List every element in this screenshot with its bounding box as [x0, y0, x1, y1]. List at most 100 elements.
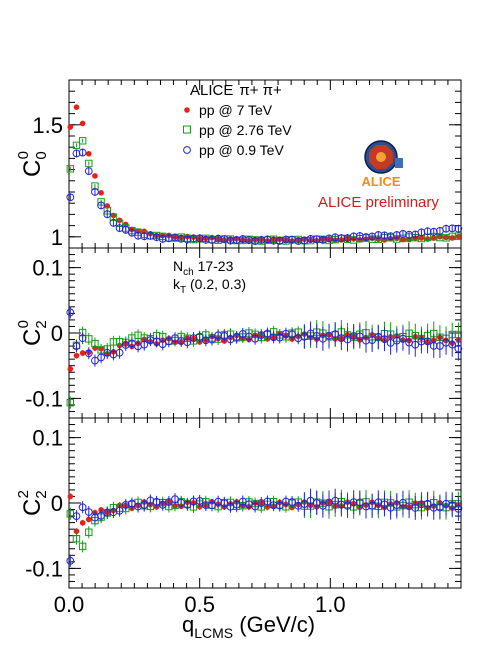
marker-pp7	[73, 352, 80, 359]
marker-pp09	[128, 228, 136, 237]
marker-pp09	[195, 332, 204, 341]
marker-pp09	[436, 503, 444, 512]
marker-pp7	[79, 520, 86, 526]
marker-pp09	[72, 512, 81, 521]
marker-pp09	[331, 330, 340, 338]
kt-annotation: kT (0.2, 0.3)	[173, 276, 246, 296]
marker-pp09	[97, 353, 106, 362]
series-pp09	[66, 488, 463, 567]
legend-marker-pp7	[184, 107, 190, 113]
marker-pp09	[399, 498, 407, 507]
marker-pp09	[158, 234, 167, 243]
marker-pp09	[251, 502, 260, 511]
marker-pp09	[78, 334, 87, 343]
marker-pp09	[91, 187, 99, 196]
marker-pp09	[263, 497, 272, 506]
y-tick-label: 0.1	[32, 426, 63, 451]
marker-pp09	[325, 234, 333, 243]
marker-pp09	[405, 230, 414, 239]
marker-pp09	[140, 232, 149, 241]
marker-pp09	[368, 336, 377, 344]
marker-pp09	[257, 235, 266, 244]
marker-pp09	[201, 501, 210, 510]
y-tick-label: 0.1	[32, 256, 63, 281]
marker-pp09	[195, 496, 204, 505]
marker-pp09	[282, 497, 290, 506]
marker-pp09	[288, 330, 296, 339]
marker-pp09	[158, 500, 167, 509]
marker-pp09	[355, 232, 364, 240]
marker-pp09	[417, 228, 426, 237]
marker-pp276	[66, 165, 75, 173]
y-axis-title: C20	[15, 320, 50, 346]
marker-pp09	[288, 498, 296, 506]
marker-pp09	[380, 231, 389, 240]
marker-pp7	[92, 173, 98, 179]
marker-pp09	[66, 193, 75, 202]
marker-pp09	[269, 501, 278, 510]
marker-pp09	[343, 501, 352, 510]
marker-pp09	[337, 234, 346, 243]
marker-pp09	[355, 498, 364, 507]
marker-pp09	[448, 501, 457, 510]
marker-pp7	[98, 190, 104, 196]
legend-label-pp09: pp @ 0.9 TeV	[199, 142, 284, 158]
marker-pp276	[85, 159, 93, 168]
marker-pp09	[164, 498, 173, 506]
marker-pp09	[214, 331, 223, 340]
marker-pp09	[423, 499, 432, 508]
marker-pp09	[128, 339, 136, 348]
marker-pp09	[121, 225, 130, 234]
panels-layer: 1 1.5 C00 -0.1 0 0.1 C20 -0.1 0 0.1 C22 0.0 0.5 1.0	[15, 79, 463, 617]
marker-pp09	[208, 335, 216, 344]
marker-pp09	[189, 497, 198, 506]
marker-pp276	[454, 232, 463, 240]
y-tick-label: 1.5	[32, 113, 63, 138]
logo-arm	[395, 158, 403, 168]
marker-pp09	[171, 334, 179, 343]
marker-pp09	[448, 224, 457, 233]
marker-pp09	[208, 501, 216, 510]
y-tick-label: -0.1	[25, 556, 63, 581]
logo-text: ALICE	[362, 174, 401, 189]
y-axis-title: C00	[15, 151, 50, 177]
x-tick-label: 0.0	[54, 592, 85, 617]
marker-pp09	[442, 224, 450, 233]
marker-pp09	[411, 503, 420, 512]
marker-pp09	[411, 340, 420, 349]
legend-marker-pp09	[183, 146, 191, 154]
marker-pp276	[78, 137, 87, 145]
marker-pp09	[78, 148, 87, 157]
marker-pp09	[220, 499, 229, 508]
marker-pp09	[109, 218, 118, 227]
marker-pp7	[67, 124, 74, 130]
marker-pp09	[392, 231, 401, 239]
marker-pp09	[454, 504, 463, 513]
marker-pp09	[343, 335, 352, 344]
marker-pp09	[275, 333, 284, 342]
marker-pp09	[380, 335, 389, 344]
marker-pp09	[164, 337, 173, 346]
marker-pp09	[318, 334, 327, 343]
legend-header: ALICE π+ π+	[190, 82, 282, 99]
marker-pp09	[103, 508, 112, 517]
marker-pp09	[300, 500, 309, 509]
panel-bottom: -0.1 0 0.1 C22 0.0 0.5 1.0	[15, 417, 463, 617]
x-tick-label: 1.0	[315, 592, 346, 617]
marker-pp09	[282, 235, 290, 244]
marker-pp09	[417, 337, 426, 346]
marker-pp09	[140, 500, 149, 509]
marker-pp276	[91, 339, 99, 348]
y-axis-title: C22	[15, 490, 50, 516]
marker-pp09	[72, 342, 81, 351]
marker-pp09	[232, 236, 241, 244]
marker-pp09	[201, 336, 210, 345]
marker-pp09	[269, 236, 278, 245]
marker-pp09	[362, 502, 370, 511]
marker-pp09	[423, 337, 432, 346]
marker-pp09	[349, 498, 358, 507]
marker-pp7	[67, 493, 74, 500]
marker-pp09	[134, 231, 142, 240]
marker-pp7	[85, 516, 92, 523]
marker-pp7	[67, 366, 74, 372]
